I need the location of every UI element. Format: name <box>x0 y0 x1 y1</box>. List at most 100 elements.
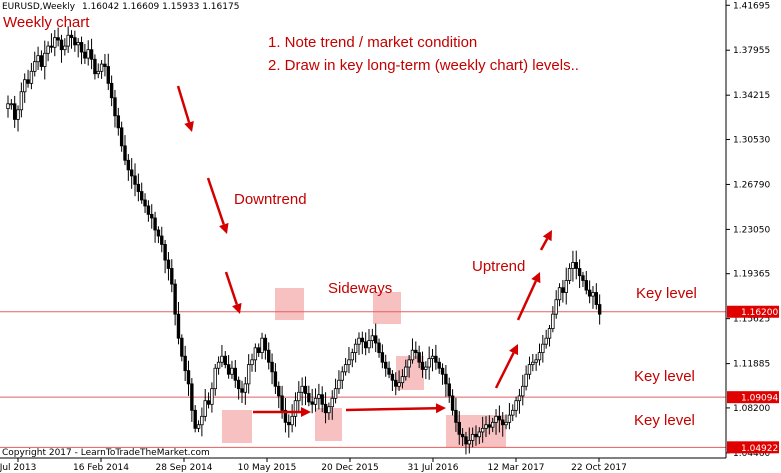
candle <box>96 63 100 79</box>
candle <box>250 353 254 372</box>
candle-body-down <box>173 283 177 315</box>
candle-body-down <box>69 34 74 39</box>
candle <box>69 30 74 49</box>
candle-body-down <box>73 37 77 46</box>
arrow-head <box>531 272 541 284</box>
candle <box>430 348 435 372</box>
candle-body-down <box>307 393 311 403</box>
candle <box>99 60 104 79</box>
candle-body-up <box>410 349 415 361</box>
candle <box>597 294 602 325</box>
candle-body-up <box>16 109 20 120</box>
candle <box>216 356 221 375</box>
candle <box>457 411 461 445</box>
candle <box>73 30 77 52</box>
candle <box>313 388 318 412</box>
candle-body-down <box>93 58 97 75</box>
candle <box>524 365 528 391</box>
price-tick-label: 1.26790 <box>733 180 770 190</box>
candle <box>370 328 375 349</box>
candle <box>53 30 57 57</box>
candle <box>363 332 368 356</box>
candle <box>220 345 224 368</box>
candle-body-down <box>180 337 184 357</box>
candle <box>337 370 341 394</box>
candle-body-down <box>594 292 599 305</box>
arrow-shaft <box>345 406 437 412</box>
key-level-label-3: Key level <box>634 412 695 429</box>
candle <box>591 286 595 309</box>
candle <box>233 360 238 388</box>
key-level-tags: 1.16200 1.09094 1.04922 <box>727 305 779 454</box>
candle-body-up <box>544 337 548 345</box>
candle <box>577 259 582 289</box>
candle-body-up <box>300 385 304 393</box>
time-tick-label: 22 Oct 2017 <box>571 463 627 473</box>
key-level-lines <box>0 311 726 448</box>
candle <box>470 427 475 448</box>
candle-body-up <box>477 431 482 438</box>
candle-body-down <box>233 367 238 381</box>
candle <box>163 239 167 274</box>
candle-body-down <box>380 352 385 363</box>
candle <box>507 402 512 430</box>
candle-body-down <box>26 79 30 84</box>
candle-body-up <box>29 70 34 84</box>
candle <box>86 40 90 66</box>
candle-body-down <box>497 415 502 421</box>
candle <box>447 377 451 403</box>
candle-body-down <box>150 213 154 219</box>
key-level-label-2: Key level <box>634 368 695 385</box>
candle-body-up <box>517 395 522 402</box>
arrow-shaft <box>224 271 239 305</box>
key-level-tag <box>727 305 779 318</box>
candle <box>407 354 411 378</box>
candle <box>317 383 321 410</box>
candle <box>554 290 558 319</box>
candle-body-down <box>574 262 578 269</box>
candle-body-up <box>484 424 488 429</box>
candle <box>190 378 194 422</box>
note-1: 1. Note trend / market condition <box>268 34 477 51</box>
candle-body-down <box>444 373 448 385</box>
candle <box>547 324 552 347</box>
candle <box>200 407 204 437</box>
candle <box>527 356 532 380</box>
candle-body-up <box>36 55 40 63</box>
candle <box>467 427 471 454</box>
candle <box>293 392 298 427</box>
candle-body-down <box>163 244 167 261</box>
candle-body-up <box>427 358 431 368</box>
price-tick-label: 1.30530 <box>733 135 770 145</box>
candle-body-up <box>76 42 80 46</box>
candle-body-up <box>507 414 512 423</box>
candle-body-up <box>343 364 348 373</box>
candle-body-down <box>584 280 588 291</box>
price-tick-label: 1.15625 <box>733 315 770 325</box>
candle-body-down <box>143 199 147 207</box>
candlestick-series <box>6 26 602 455</box>
candle-body-down <box>417 352 421 363</box>
candle <box>156 226 161 244</box>
candle <box>531 353 535 372</box>
candle-body-down <box>587 289 592 297</box>
candle <box>487 415 492 435</box>
candle-body-up <box>537 352 542 361</box>
candle-body-up <box>297 391 301 402</box>
candle <box>537 343 542 366</box>
candle <box>206 392 211 409</box>
trend-arrow <box>224 271 242 314</box>
candle <box>196 420 201 433</box>
arrow-head <box>435 403 446 414</box>
candle-body-down <box>193 409 197 429</box>
candle-body-down <box>577 268 582 277</box>
candle <box>564 267 568 305</box>
price-axis-ticks: 1.41695 1.37955 1.34215 1.30530 1.26790 1.230… <box>726 1 770 459</box>
candle-body-down <box>56 37 60 41</box>
candle-body-up <box>514 400 518 411</box>
candle <box>160 226 164 253</box>
candle <box>444 364 448 397</box>
candle-body-down <box>236 379 241 390</box>
